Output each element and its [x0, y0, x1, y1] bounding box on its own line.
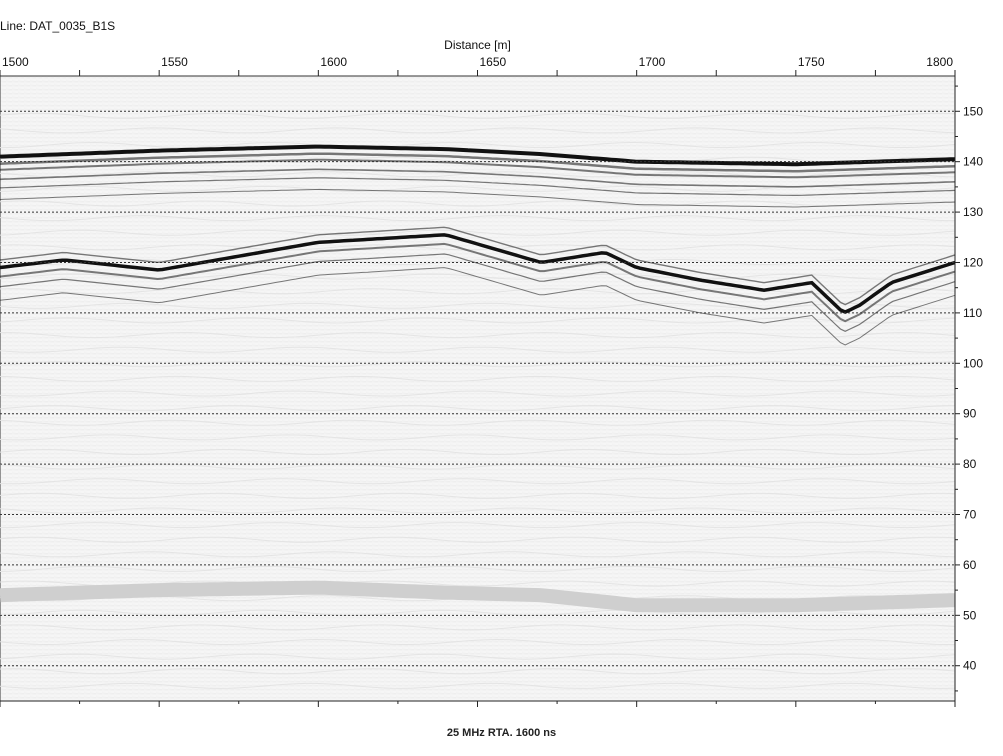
x-tick-label: 1650: [480, 55, 507, 69]
deep-reflector-reflector-line: [0, 226, 956, 306]
x-tick-label: 1700: [639, 55, 666, 69]
surface-reflector-line: [0, 177, 956, 196]
y-tick-label: 80: [963, 457, 977, 471]
y-tick-label: 140: [963, 155, 983, 169]
surface-reflector-line: [0, 168, 956, 188]
texture-line: [0, 463, 956, 470]
x-tick-label: 1800: [926, 55, 953, 69]
texture-line: [0, 551, 956, 558]
y-tick-label: 130: [963, 205, 983, 219]
texture-line: [0, 302, 956, 309]
texture-line: [0, 258, 956, 266]
texture-line: [0, 215, 955, 222]
surface-reflector-line: [0, 188, 956, 208]
texture-line: [0, 288, 956, 295]
y-tick-label: 90: [963, 407, 977, 421]
texture-line: [0, 332, 956, 339]
texture-line: [0, 434, 956, 441]
x-tick-label: 1600: [320, 55, 347, 69]
band-layer: [0, 580, 956, 613]
surface-reflector-line: [0, 144, 956, 167]
deep-reflector-reflector-line: [0, 233, 956, 315]
y-tick-label: 100: [963, 356, 983, 370]
texture-line: [0, 156, 956, 163]
texture-line: [0, 653, 956, 660]
texture-line: [0, 229, 956, 236]
texture-line: [0, 405, 956, 412]
texture-line: [0, 346, 956, 353]
texture-line: [0, 375, 956, 382]
deep-reflector-reflector-line: [0, 253, 956, 332]
texture-line: [0, 624, 956, 631]
grid-layer: [0, 110, 955, 667]
texture-line: [0, 361, 956, 368]
line-label: Line: DAT_0035_B1S: [0, 19, 116, 33]
x-axis-title: Distance [m]: [444, 38, 511, 52]
x-ticks: 1500 1550 1600 1650 1700 1750 1800: [0, 55, 956, 707]
footer-caption: 25 MHz RTA. 1600 ns: [446, 727, 557, 739]
bottom-band: [0, 580, 956, 613]
y-tick-label: 40: [963, 659, 977, 673]
y-tick-label: 110: [963, 306, 982, 320]
texture-line: [0, 112, 956, 119]
texture-line: [0, 200, 956, 207]
x-tick-label: 1500: [2, 55, 29, 69]
texture-line: [0, 492, 956, 499]
reflector-layer: [0, 144, 956, 346]
surface-reflector-line: [0, 158, 956, 179]
y-tick-label: 120: [963, 255, 983, 269]
texture-line: [0, 448, 956, 456]
texture-line: [0, 244, 956, 251]
texture-line: [0, 141, 956, 149]
x-tick-label: 1550: [161, 55, 188, 69]
texture-line: [0, 478, 956, 485]
texture-line: [0, 565, 956, 573]
texture-line: [0, 507, 956, 514]
texture-line: [0, 682, 956, 689]
y-tick-label: 150: [963, 104, 983, 118]
texture-line: [0, 419, 956, 426]
surface-reflector-line: [0, 152, 956, 173]
texture-line: [0, 638, 955, 646]
texture-line: [0, 536, 956, 543]
x-tick-label: 1750: [798, 55, 825, 69]
y-tick-label: 70: [963, 508, 977, 522]
texture-line: [0, 390, 956, 397]
texture-line: [0, 522, 956, 529]
y-tick-label: 50: [963, 608, 977, 622]
y-tick-label: 60: [963, 558, 977, 572]
deep-reflector-reflector-line: [0, 242, 956, 323]
texture-line: [0, 668, 956, 675]
y-ticks: 40 50 60 70 80 90 100 110 120 130 140 150: [955, 85, 983, 692]
deep-reflector-reflector-line: [0, 267, 956, 346]
texture-line: [0, 127, 956, 134]
